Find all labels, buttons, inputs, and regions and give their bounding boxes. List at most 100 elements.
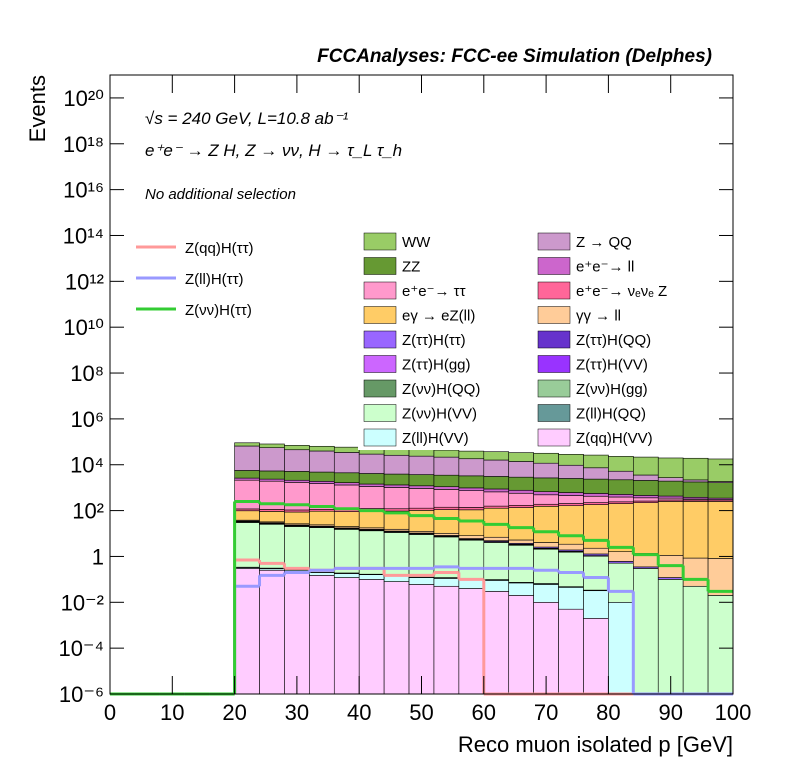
histogram-bar	[683, 501, 708, 558]
histogram-bar	[409, 486, 434, 489]
histogram-bar	[409, 510, 434, 531]
histogram-bar	[235, 511, 260, 520]
legend-swatch	[538, 258, 570, 275]
histogram-bar	[409, 508, 434, 510]
legend-swatch	[538, 233, 570, 250]
histogram-bar	[459, 488, 484, 491]
histogram-bar	[633, 498, 658, 501]
histogram-bar	[683, 482, 708, 497]
legend-label: e⁺e⁻→ ττ	[402, 283, 466, 300]
legend-swatch	[364, 258, 396, 275]
histogram-bar	[534, 506, 559, 542]
histogram-bar	[384, 576, 409, 582]
histogram-bar	[309, 451, 334, 472]
histogram-bar	[559, 478, 584, 492]
histogram-bar	[484, 476, 509, 488]
histogram-bar	[509, 583, 534, 595]
legend-label: Z(ττ)H(QQ)	[576, 332, 651, 349]
y-tick-label: 10⁻²	[61, 590, 104, 615]
annotation: e⁺e⁻ → Z H, Z → νν, H → τ_L τ_h	[145, 141, 402, 160]
histogram-bar	[334, 447, 359, 452]
legend-swatch	[538, 282, 570, 299]
y-axis-title: Events	[25, 75, 50, 142]
histogram-bar	[534, 504, 559, 506]
histogram-bar	[434, 533, 459, 535]
histogram-bar	[559, 493, 584, 496]
histogram-bar	[284, 450, 309, 472]
y-tick-label: 10⁻⁶	[59, 682, 104, 707]
histogram-bar	[260, 570, 285, 694]
histogram-bar	[384, 582, 409, 694]
histogram-bar	[559, 609, 584, 694]
histogram-bar	[608, 480, 633, 495]
histogram-bar	[434, 489, 459, 507]
histogram-bar	[260, 471, 285, 479]
histogram-bar	[509, 540, 534, 543]
histogram-bar	[309, 572, 334, 575]
histogram-bar	[459, 451, 484, 459]
histogram-bar	[658, 458, 683, 478]
histogram-bar	[359, 454, 384, 473]
y-tick-label: 10⁶	[70, 407, 104, 432]
legend-swatch	[364, 356, 396, 373]
legend-swatch	[364, 233, 396, 250]
histogram-bar	[284, 471, 309, 480]
legend-swatch	[364, 380, 396, 397]
histogram-bar	[260, 524, 285, 568]
histogram-bar	[608, 456, 633, 471]
y-tick-label: 10¹⁴	[63, 223, 104, 248]
histogram-bar	[484, 591, 509, 694]
legend-swatch	[364, 282, 396, 299]
histogram-bar	[459, 459, 484, 476]
histogram-bar	[334, 485, 359, 510]
histogram-bar	[284, 510, 309, 512]
legend-label: γγ → ll	[576, 308, 621, 325]
histogram-bar	[509, 493, 534, 505]
histogram-bar	[434, 450, 459, 457]
histogram-bar	[683, 586, 708, 694]
histogram-bar	[260, 511, 285, 521]
histogram-bar	[608, 494, 633, 497]
histogram-bar	[359, 511, 384, 528]
legend-label: Z(νν)H(ττ)	[185, 302, 252, 319]
x-tick-label: 10	[160, 700, 184, 725]
histogram-bar	[534, 463, 559, 478]
annotation: √s = 240 GeV, L=10.8 ab⁻¹	[145, 109, 349, 128]
histogram-bar	[284, 512, 309, 524]
histogram-bar	[409, 534, 434, 577]
histogram-bar	[359, 487, 384, 509]
histogram-bar	[583, 455, 608, 468]
histogram-bar	[235, 478, 260, 480]
histogram-bar	[583, 496, 608, 502]
histogram-bar	[559, 454, 584, 465]
legend-label: Z → QQ	[576, 234, 632, 251]
legend-label: Z(νν)H(gg)	[576, 381, 648, 398]
histogram-bar	[459, 540, 484, 579]
histogram-bar	[484, 580, 509, 591]
histogram-bar	[334, 452, 359, 472]
histogram-bar	[235, 480, 260, 509]
histogram-bar	[708, 483, 733, 498]
legend-label: Z(νν)H(QQ)	[402, 381, 480, 398]
histogram-bar	[583, 618, 608, 694]
histogram-bar	[484, 489, 509, 492]
x-tick-label: 20	[222, 700, 246, 725]
legend-label: Z(ll)H(ττ)	[185, 271, 244, 288]
histogram-bar	[633, 568, 658, 694]
x-tick-label: 50	[409, 700, 433, 725]
histogram-bar	[608, 471, 633, 480]
histogram-bar	[359, 575, 384, 580]
histogram-bar	[559, 552, 584, 587]
histogram-bar	[235, 446, 260, 470]
legend-label: Z(ll)H(VV)	[402, 430, 469, 447]
y-tick-label: 10¹⁰	[63, 315, 104, 340]
legend-swatch	[364, 405, 396, 422]
histogram-bar	[658, 496, 683, 498]
histogram-bar	[633, 495, 658, 497]
histogram-bar	[260, 448, 285, 471]
histogram-bar	[384, 455, 409, 474]
legend-swatch	[538, 429, 570, 446]
legend-swatch	[364, 429, 396, 446]
histogram-bar	[559, 544, 584, 550]
